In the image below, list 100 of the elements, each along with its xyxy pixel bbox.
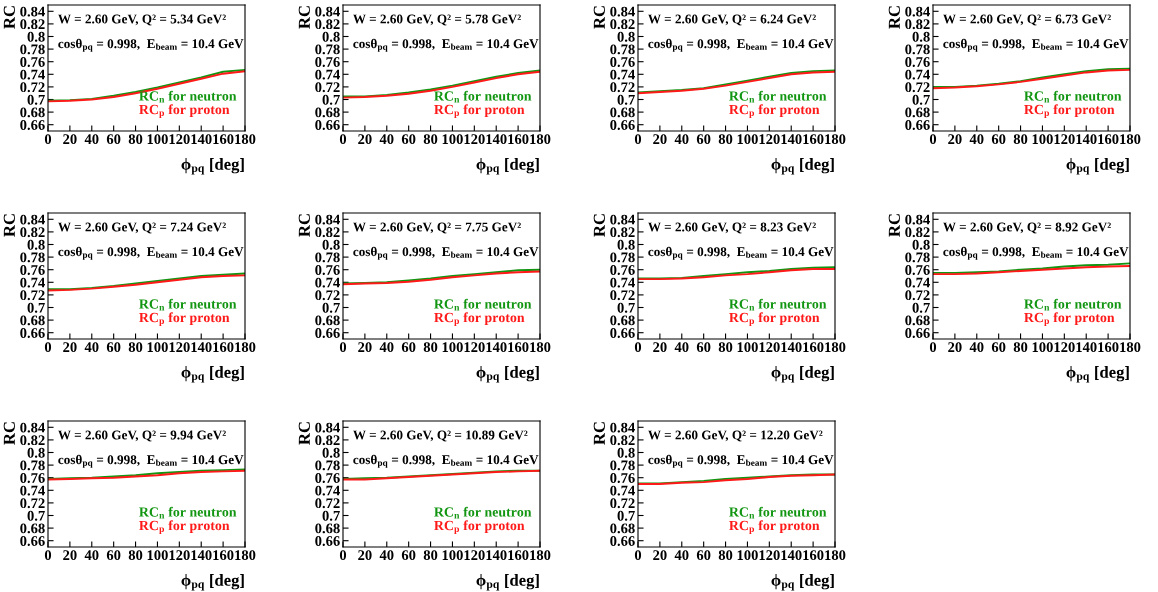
y-axis-title: RC bbox=[593, 6, 605, 29]
x-tick-label: 40 bbox=[674, 550, 689, 561]
x-tick-label: 40 bbox=[969, 342, 984, 353]
series-label: RC$_{p}$ for proton bbox=[139, 312, 230, 327]
x-tick-label: 140 bbox=[781, 550, 802, 561]
x-axis-title: ϕ$_{pq}$ [deg] bbox=[181, 158, 244, 175]
y-tick-label: 0.68 bbox=[610, 523, 635, 534]
y-tick-label: 0.8 bbox=[27, 239, 45, 250]
y-tick-label: 0.74 bbox=[20, 485, 45, 496]
x-tick-label: 140 bbox=[191, 550, 212, 561]
x-tick-label: 180 bbox=[235, 134, 256, 145]
x-tick-label: 160 bbox=[213, 134, 234, 145]
y-tick-label: 0.66 bbox=[610, 536, 635, 546]
x-tick-label: 100 bbox=[442, 550, 463, 561]
y-tick-label: 0.7 bbox=[912, 94, 930, 105]
y-tick-label: 0.72 bbox=[905, 290, 930, 301]
x-tick-label: 100 bbox=[1032, 134, 1053, 145]
y-tick-label: 0.76 bbox=[315, 265, 340, 275]
y-tick-label: 0.8 bbox=[617, 31, 635, 42]
x-tick-label: 0 bbox=[929, 134, 937, 145]
text: RC$_{p}$ for proton bbox=[729, 312, 820, 327]
x-tick-label: 60 bbox=[106, 134, 121, 145]
annotation: W = 2.60 GeV, Q² = 6.73 GeV² bbox=[943, 14, 1111, 26]
y-tick-label: 0.82 bbox=[20, 435, 45, 446]
text: RC$_{n}$ for neutron bbox=[139, 506, 237, 519]
y-tick-label: 0.76 bbox=[20, 473, 45, 483]
y-tick-label: 0.66 bbox=[315, 536, 340, 546]
series-label: RC$_{n}$ for neutron bbox=[729, 90, 827, 103]
x-tick-label: 60 bbox=[991, 342, 1006, 353]
x-axis-title: ϕ$_{pq}$ [deg] bbox=[771, 574, 834, 591]
y-tick-label: 0.74 bbox=[20, 277, 45, 288]
annotation: cosθ$_{pq}$ = 0.998, E$_{beam}$ = 10.4 GeV bbox=[353, 38, 539, 52]
x-tick-label: 60 bbox=[106, 550, 121, 561]
annotation: W = 2.60 GeV, Q² = 9.94 GeV² bbox=[58, 430, 226, 442]
x-axis-title: ϕ$_{pq}$ [deg] bbox=[181, 574, 244, 591]
x-tick-label: 80 bbox=[128, 342, 143, 353]
x-tick-label: 20 bbox=[358, 134, 372, 145]
y-tick-label: 0.74 bbox=[905, 69, 930, 80]
y-tick-label: 0.78 bbox=[315, 460, 340, 471]
x-tick-label: 80 bbox=[1013, 342, 1028, 353]
y-tick-label: 0.76 bbox=[610, 57, 635, 67]
text: RC$_{p}$ for proton bbox=[1024, 312, 1115, 327]
x-tick-label: 120 bbox=[464, 134, 485, 145]
y-tick-label: 0.78 bbox=[315, 252, 340, 263]
x-tick-label: 40 bbox=[379, 550, 394, 561]
x-tick-label: 100 bbox=[442, 134, 463, 145]
annotation: cosθ$_{pq}$ = 0.998, E$_{beam}$ = 10.4 GeV bbox=[58, 246, 244, 260]
x-tick-label: 60 bbox=[696, 550, 711, 561]
x-tick-label: 140 bbox=[781, 134, 802, 145]
x-tick-label: 160 bbox=[803, 550, 824, 561]
series-label: RC$_{p}$ for proton bbox=[139, 104, 230, 119]
text: RC$_{p}$ for proton bbox=[434, 312, 525, 327]
series-label: RC$_{n}$ for neutron bbox=[139, 90, 237, 103]
y-tick-label: 0.72 bbox=[315, 498, 340, 509]
y-tick-label: 0.84 bbox=[905, 6, 930, 17]
y-tick-label: 0.72 bbox=[20, 82, 45, 93]
y-tick-label: 0.78 bbox=[610, 252, 635, 263]
x-tick-label: 100 bbox=[442, 342, 463, 353]
y-tick-label: 0.72 bbox=[610, 290, 635, 301]
y-tick-label: 0.76 bbox=[905, 57, 930, 67]
series-label: RC$_{n}$ for neutron bbox=[1024, 90, 1122, 103]
y-tick-label: 0.78 bbox=[905, 44, 930, 55]
x-tick-label: 180 bbox=[825, 550, 846, 561]
x-tick-label: 180 bbox=[825, 134, 846, 145]
x-tick-label: 100 bbox=[147, 550, 168, 561]
x-tick-label: 120 bbox=[759, 342, 780, 353]
y-tick-label: 0.66 bbox=[20, 120, 45, 130]
x-tick-label: 40 bbox=[84, 550, 99, 561]
x-tick-label: 160 bbox=[508, 342, 529, 353]
x-tick-label: 100 bbox=[737, 342, 758, 353]
y-tick-label: 0.8 bbox=[617, 447, 635, 458]
y-tick-label: 0.74 bbox=[905, 277, 930, 288]
y-tick-label: 0.74 bbox=[610, 69, 635, 80]
x-tick-label: 60 bbox=[106, 342, 121, 353]
x-tick-label: 120 bbox=[464, 550, 485, 561]
y-tick-label: 0.7 bbox=[322, 302, 340, 313]
x-tick-label: 140 bbox=[1076, 134, 1097, 145]
y-tick-label: 0.76 bbox=[20, 265, 45, 275]
y-tick-label: 0.8 bbox=[912, 31, 930, 42]
y-axis-title: RC bbox=[3, 422, 15, 445]
x-tick-label: 0 bbox=[339, 134, 347, 145]
text: RC$_{n}$ for neutron bbox=[729, 506, 827, 519]
x-tick-label: 0 bbox=[929, 342, 937, 353]
x-tick-label: 60 bbox=[696, 342, 711, 353]
y-tick-label: 0.82 bbox=[610, 227, 635, 238]
y-tick-label: 0.68 bbox=[610, 107, 635, 118]
x-tick-label: 180 bbox=[1120, 342, 1141, 353]
y-axis-title: RC bbox=[3, 214, 15, 237]
y-tick-label: 0.68 bbox=[610, 315, 635, 326]
y-axis-title: RC bbox=[3, 6, 15, 29]
y-tick-label: 0.76 bbox=[905, 265, 930, 275]
y-tick-label: 0.7 bbox=[322, 510, 340, 521]
annotation: W = 2.60 GeV, Q² = 5.34 GeV² bbox=[58, 14, 226, 26]
y-tick-label: 0.8 bbox=[322, 239, 340, 250]
x-axis-title: ϕ$_{pq}$ [deg] bbox=[476, 574, 539, 591]
x-tick-label: 180 bbox=[1120, 134, 1141, 145]
y-tick-label: 0.84 bbox=[20, 214, 45, 225]
x-tick-label: 120 bbox=[464, 342, 485, 353]
annotation: W = 2.60 GeV, Q² = 8.92 GeV² bbox=[943, 222, 1111, 234]
x-tick-label: 160 bbox=[213, 342, 234, 353]
